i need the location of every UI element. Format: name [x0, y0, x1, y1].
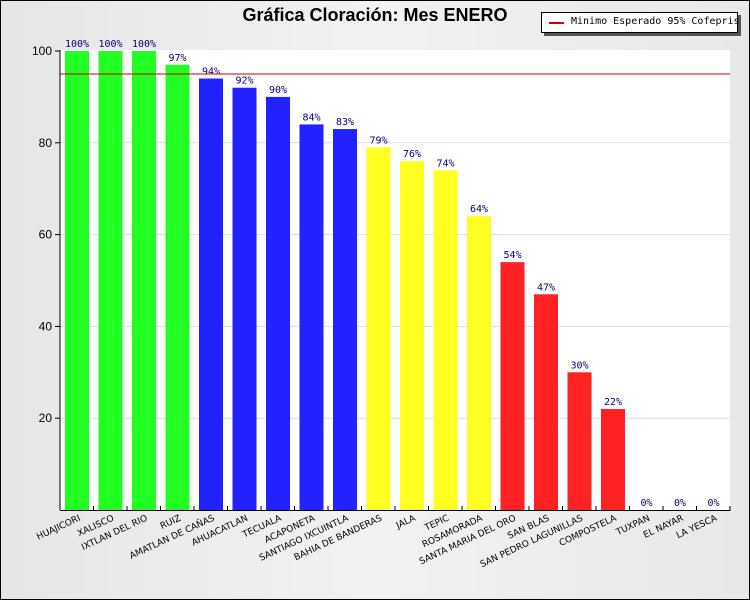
data-label: 0%: [640, 498, 652, 509]
data-label: 79%: [369, 135, 387, 146]
bar: [98, 51, 123, 510]
data-label: 22%: [604, 397, 622, 408]
x-tick-label: JALA: [394, 513, 418, 531]
data-label: 94%: [202, 67, 220, 78]
data-label: 84%: [302, 112, 320, 123]
data-label: 74%: [436, 158, 454, 169]
x-tick-label: COMPOSTELA: [558, 513, 619, 549]
bar: [567, 372, 592, 510]
data-label: 92%: [235, 76, 253, 87]
bar: [132, 51, 156, 510]
y-tick-label: 100: [32, 44, 52, 58]
y-tick-label: 40: [39, 319, 53, 333]
bar: [400, 161, 424, 510]
data-label: 83%: [336, 117, 354, 128]
data-label: 90%: [269, 85, 287, 96]
chart-title: Gráfica Cloración: Mes ENERO: [242, 5, 508, 25]
data-label: 54%: [503, 250, 521, 261]
bar: [266, 96, 290, 511]
data-label: 100%: [65, 39, 89, 50]
data-label: 100%: [98, 39, 122, 50]
data-label: 76%: [403, 149, 421, 160]
bar: [467, 216, 491, 511]
data-label: 0%: [707, 498, 719, 509]
plot-area: [60, 50, 730, 510]
bar: [199, 78, 223, 510]
data-label: 64%: [470, 204, 488, 215]
bar: [165, 64, 190, 511]
data-label: 0%: [674, 498, 686, 509]
y-tick-label: 20: [39, 411, 53, 425]
x-tick-label: HUAJICORI: [35, 514, 82, 543]
bar: [333, 129, 357, 510]
data-label: 47%: [537, 282, 555, 293]
legend: Minimo Esperado 95% Cofepris: [541, 12, 740, 33]
bar: [601, 409, 625, 510]
data-label: 100%: [132, 39, 156, 50]
legend-label: Minimo Esperado 95% Cofepris: [571, 16, 740, 27]
bar: [500, 262, 525, 510]
bar: [433, 170, 458, 510]
bar: [534, 294, 558, 510]
y-tick-label: 60: [39, 228, 53, 242]
bar: [299, 124, 324, 510]
y-tick-label: 80: [39, 136, 53, 150]
bar: [65, 51, 89, 510]
data-label: 30%: [570, 360, 588, 371]
data-label: 97%: [168, 53, 186, 64]
bar: [232, 87, 257, 510]
bar: [366, 147, 391, 510]
legend-line-swatch: [549, 22, 564, 24]
